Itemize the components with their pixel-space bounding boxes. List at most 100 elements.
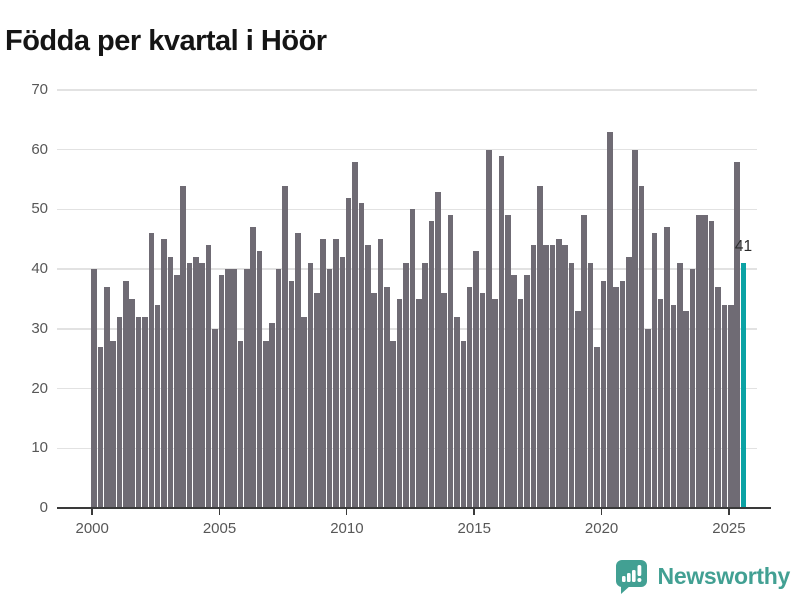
- bar: [638, 185, 645, 508]
- bar: [103, 287, 110, 508]
- bar: [708, 221, 715, 508]
- bar: [129, 299, 135, 508]
- bar: [244, 269, 250, 508]
- plot-area: 41: [57, 89, 757, 508]
- bar: [352, 161, 358, 508]
- x-axis-baseline: [57, 506, 771, 509]
- bar: [326, 269, 333, 508]
- bar: [384, 287, 390, 508]
- bar: [619, 281, 626, 508]
- x-tick-label-2000: 2000: [75, 520, 109, 537]
- bar: [562, 245, 568, 508]
- bar: [485, 149, 492, 508]
- highlight-bar: [740, 263, 747, 508]
- x-tick-label-2005: 2005: [202, 520, 237, 537]
- bar: [517, 299, 524, 508]
- bar: [218, 275, 225, 508]
- bar: [345, 197, 352, 508]
- bar: [301, 316, 307, 508]
- bar: [173, 275, 180, 508]
- bar: [715, 287, 721, 508]
- bar: [224, 269, 231, 508]
- bar: [498, 155, 505, 508]
- bar: [275, 269, 282, 508]
- highlight-value-label: 41: [734, 238, 753, 256]
- bar: [142, 316, 148, 508]
- bar: [683, 310, 689, 508]
- y-tick-label-60: 60: [31, 140, 48, 158]
- bar: [600, 281, 607, 508]
- bar: [237, 340, 244, 508]
- bar: [263, 340, 269, 508]
- bar: [568, 263, 575, 508]
- bar: [371, 293, 377, 508]
- y-tick-label-50: 50: [31, 200, 48, 218]
- bar: [339, 257, 346, 508]
- x-tick-label-2020: 2020: [584, 520, 619, 537]
- bar: [256, 251, 263, 508]
- bar: [91, 269, 97, 508]
- bar: [269, 322, 276, 508]
- bar: [530, 245, 537, 508]
- bar: [358, 203, 365, 508]
- bar: [294, 233, 301, 508]
- bar: [333, 239, 339, 508]
- x-tick: [91, 509, 93, 515]
- bar: [479, 293, 486, 508]
- x-tick: [345, 509, 348, 515]
- gridline-y-50: [57, 208, 757, 211]
- y-tick-label-20: 20: [31, 379, 48, 397]
- gridline-y-70: [57, 89, 757, 91]
- bar: [205, 245, 212, 508]
- bar: [161, 239, 167, 508]
- bar: [428, 221, 435, 508]
- bar: [721, 304, 728, 508]
- bar: [696, 215, 702, 508]
- bar: [505, 215, 511, 508]
- bar: [116, 316, 123, 508]
- bar: [524, 275, 530, 508]
- y-tick-label-0: 0: [39, 499, 48, 516]
- x-tick: [600, 509, 603, 515]
- bar: [314, 293, 320, 508]
- bar: [123, 281, 129, 508]
- bar: [664, 227, 670, 508]
- bar: [676, 263, 683, 508]
- x-tick: [727, 509, 730, 515]
- bar: [250, 227, 256, 508]
- bar: [110, 340, 116, 508]
- bar: [549, 245, 556, 508]
- bar: [657, 299, 664, 508]
- bar: [587, 263, 594, 508]
- bar: [689, 269, 696, 508]
- bar: [734, 161, 740, 508]
- bar: [536, 185, 543, 508]
- x-tick: [473, 509, 475, 515]
- bar: [632, 149, 638, 508]
- y-tick-label-70: 70: [31, 81, 48, 98]
- bar: [702, 215, 709, 508]
- bar: [97, 346, 104, 508]
- bar: [396, 299, 403, 508]
- x-tick: [218, 509, 221, 515]
- bar: [422, 263, 428, 508]
- bar: [390, 340, 397, 508]
- bar: [594, 346, 600, 508]
- bar: [403, 263, 409, 508]
- bar: [581, 215, 588, 508]
- bar: [473, 251, 479, 508]
- bar: [212, 328, 218, 508]
- bar: [193, 257, 199, 508]
- bar: [415, 299, 422, 508]
- x-tick-label-2025: 2025: [712, 520, 746, 537]
- bar: [645, 328, 651, 508]
- bar: [606, 131, 613, 508]
- bar: [154, 304, 161, 508]
- bar: [231, 269, 237, 508]
- bar: [626, 257, 632, 508]
- bar: [148, 233, 155, 508]
- bar: [454, 316, 460, 508]
- bar: [135, 316, 142, 508]
- bar: [447, 215, 454, 508]
- bar: [466, 287, 473, 508]
